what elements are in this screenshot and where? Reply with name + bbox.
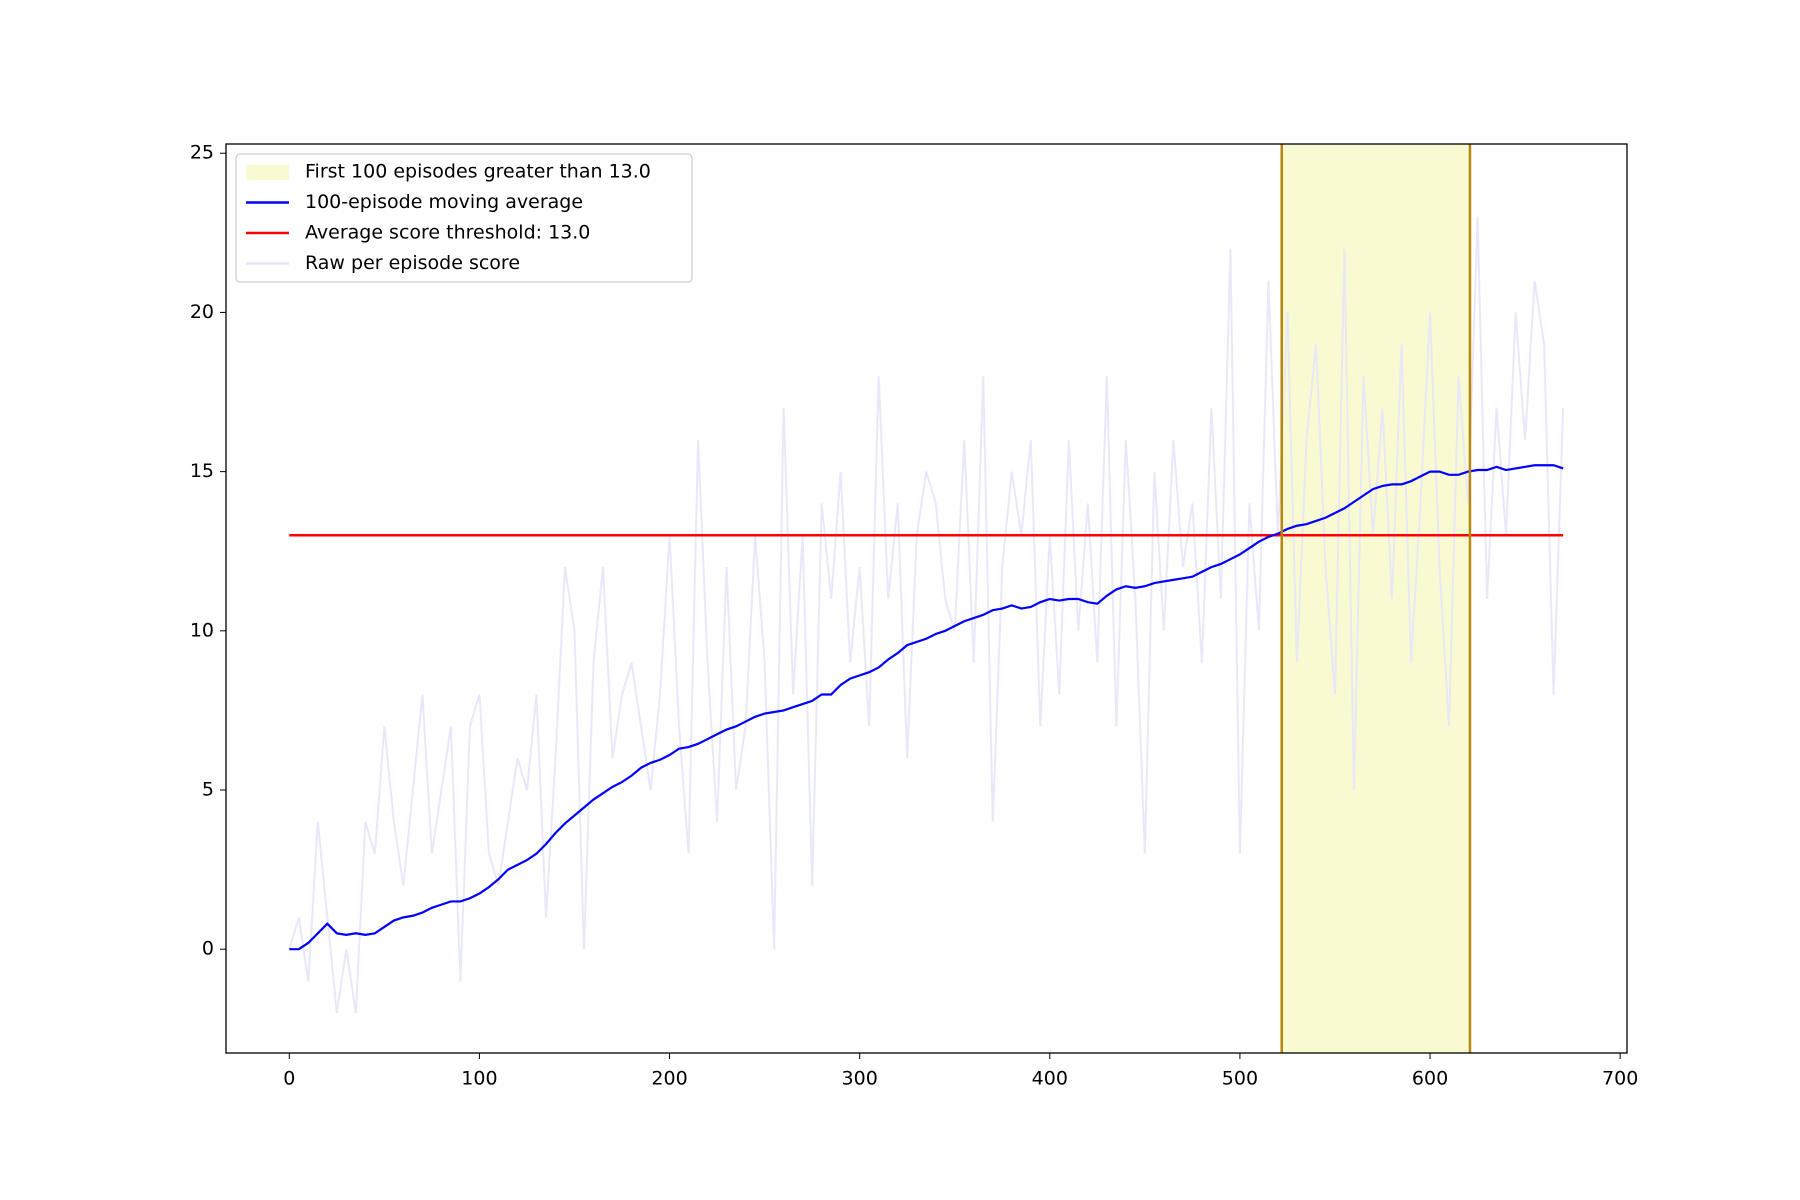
series-line bbox=[288, 216, 1565, 1014]
x-tick-label: 400 bbox=[1032, 1068, 1068, 1090]
series-line bbox=[289, 464, 1564, 951]
legend-label: Raw per episode score bbox=[305, 252, 520, 274]
y-tick-label: 15 bbox=[190, 460, 214, 482]
y-tick-label: 0 bbox=[202, 938, 214, 960]
x-tick-label: 200 bbox=[651, 1068, 687, 1090]
x-tick-label: 0 bbox=[283, 1068, 295, 1090]
legend-label: Average score threshold: 13.0 bbox=[305, 222, 590, 244]
y-tick-label: 25 bbox=[190, 142, 214, 164]
legend-box bbox=[235, 153, 693, 283]
axes-frame bbox=[225, 143, 1628, 1054]
x-tick-label: 700 bbox=[1602, 1068, 1638, 1090]
x-tick-label: 600 bbox=[1412, 1068, 1448, 1090]
highlight-span bbox=[1281, 144, 1470, 1053]
x-tick-label: 500 bbox=[1222, 1068, 1258, 1090]
x-tick-label: 100 bbox=[461, 1068, 497, 1090]
y-tick-label: 20 bbox=[190, 301, 214, 323]
legend-label: 100-episode moving average bbox=[305, 191, 583, 213]
x-tick-label: 300 bbox=[842, 1068, 878, 1090]
y-tick-label: 5 bbox=[202, 779, 214, 801]
legend-swatch bbox=[246, 165, 289, 180]
legend-label: First 100 episodes greater than 13.0 bbox=[305, 161, 651, 183]
y-tick-label: 10 bbox=[190, 619, 214, 641]
